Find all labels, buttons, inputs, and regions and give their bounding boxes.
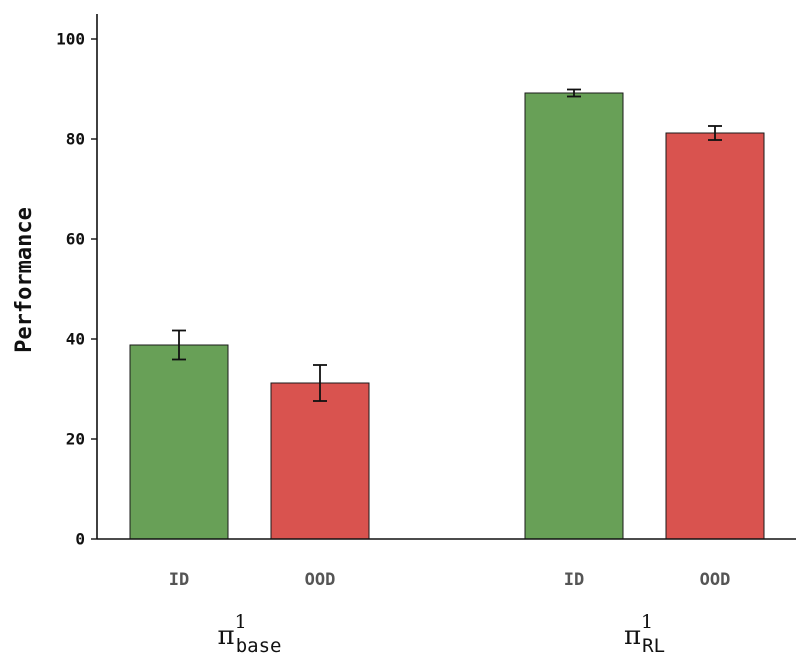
y-tick-label: 80	[66, 130, 85, 149]
group-labels: π1 base π1 RL	[218, 611, 666, 657]
group-label-sup: 1	[235, 611, 247, 633]
bar-ood	[665, 132, 765, 540]
category-labels: ID OOD ID OOD	[169, 570, 731, 590]
group-label-sub: base	[236, 635, 282, 657]
group-label-base: π	[624, 621, 641, 651]
bars-layer	[129, 92, 765, 540]
group-label: π1 base	[218, 611, 282, 657]
bar-ood	[270, 382, 370, 540]
group-label-base: π	[218, 621, 235, 651]
category-label: ID	[169, 570, 189, 590]
y-axis-ticks: 0 20 40 60 80 100	[56, 30, 97, 549]
y-tick-label: 20	[66, 430, 85, 449]
y-tick-label: 0	[75, 530, 85, 549]
group-label-sup: 1	[641, 611, 653, 633]
y-tick-label: 40	[66, 330, 85, 349]
bar-id	[129, 344, 229, 540]
category-label: OOD	[700, 570, 731, 590]
group-label: π1 RL	[624, 611, 665, 657]
bar-id	[524, 92, 624, 540]
y-tick-label: 60	[66, 230, 85, 249]
category-label: ID	[564, 570, 584, 590]
error-bars-layer	[172, 88, 722, 402]
category-label: OOD	[305, 570, 336, 590]
y-axis-label: Performance	[12, 207, 37, 353]
y-tick-label: 100	[56, 30, 85, 49]
group-label-sub: RL	[642, 635, 665, 657]
